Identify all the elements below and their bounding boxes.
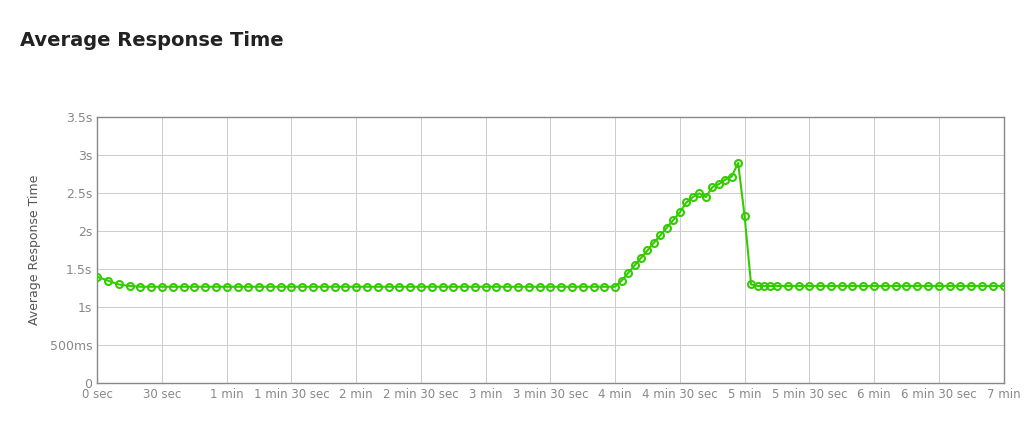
Text: Average Response Time: Average Response Time [20, 31, 284, 50]
Y-axis label: Average Response Time: Average Response Time [29, 175, 41, 326]
